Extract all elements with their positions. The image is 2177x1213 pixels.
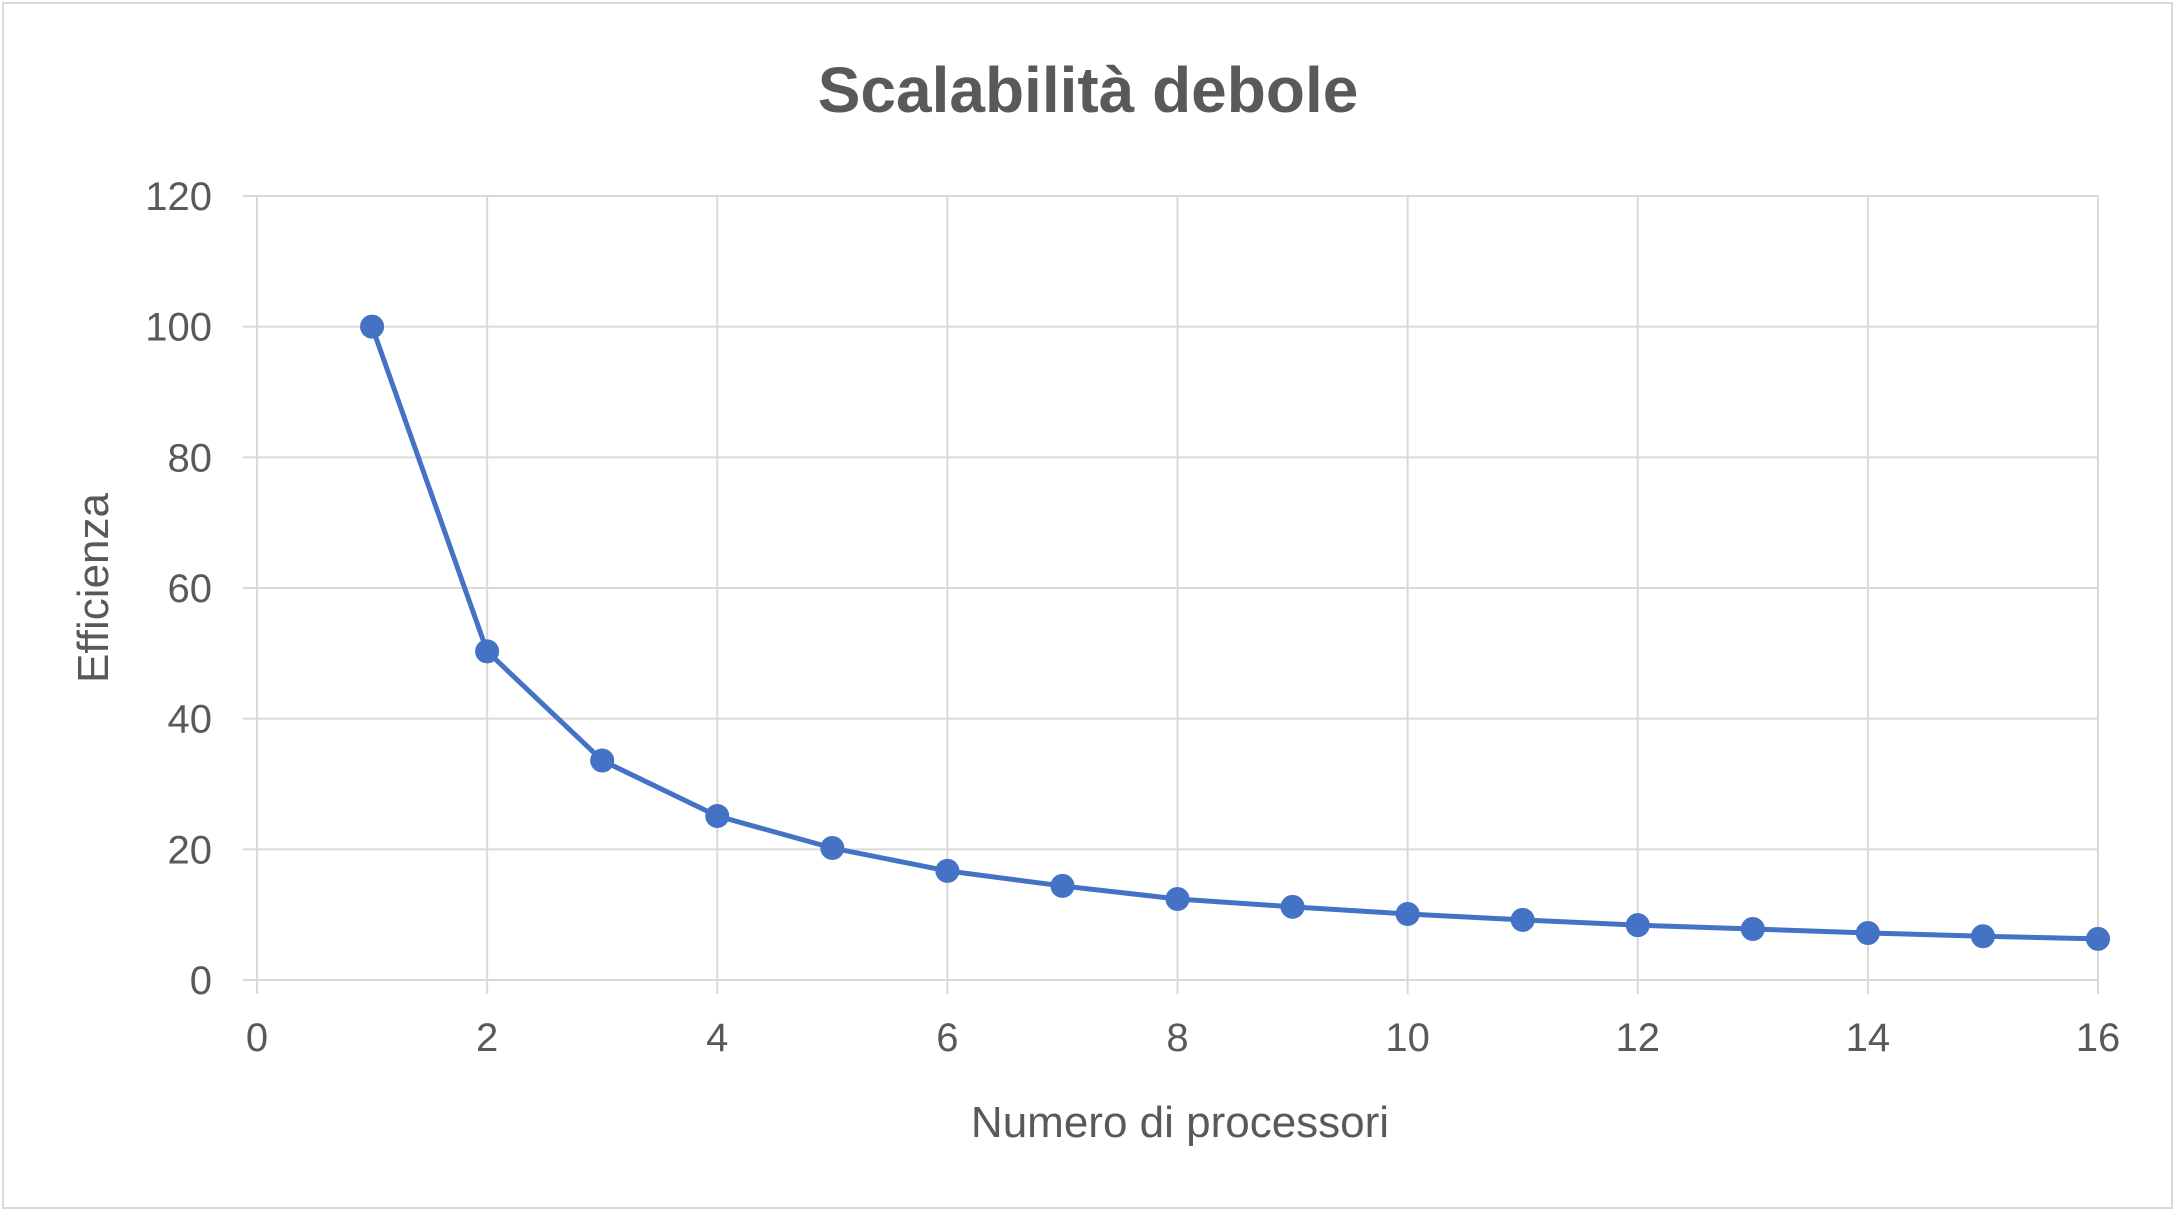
series-line bbox=[369, 324, 2101, 942]
data-point bbox=[1280, 894, 1305, 919]
y-tick-label: 0 bbox=[190, 959, 212, 1003]
y-axis-title: Efficienza bbox=[69, 492, 118, 682]
y-tick-label: 20 bbox=[168, 828, 213, 872]
data-point bbox=[1395, 902, 1420, 927]
data-point bbox=[1510, 907, 1535, 932]
data-point bbox=[1855, 920, 1880, 945]
data-point bbox=[1050, 873, 1075, 898]
data-point bbox=[820, 836, 845, 861]
data-point bbox=[705, 804, 730, 829]
y-tick-label: 100 bbox=[145, 306, 212, 350]
grid bbox=[257, 195, 2099, 980]
y-tick-label: 40 bbox=[168, 698, 213, 742]
x-tick-label: 2 bbox=[476, 1016, 498, 1060]
x-tick-label: 4 bbox=[706, 1016, 728, 1060]
data-point bbox=[1165, 886, 1190, 911]
data-point bbox=[2086, 926, 2110, 951]
y-tick-label: 80 bbox=[168, 436, 213, 480]
tick-labels: 0 20 40 60 80 100 120 0 2 4 6 8 10 12 14 16 bbox=[145, 175, 2120, 1060]
data-point bbox=[1740, 917, 1765, 942]
chart-title: Scalabilità debole bbox=[818, 54, 1359, 126]
y-tick-label: 120 bbox=[145, 175, 212, 219]
x-tick-label: 0 bbox=[246, 1016, 268, 1060]
data-point bbox=[1625, 913, 1650, 938]
y-tick-label: 60 bbox=[168, 567, 213, 611]
x-axis-title: Numero di processori bbox=[971, 1098, 1389, 1147]
x-tick-label: 16 bbox=[2076, 1016, 2121, 1060]
x-tick-label: 8 bbox=[1166, 1016, 1188, 1060]
series bbox=[360, 314, 2110, 951]
x-tick-label: 10 bbox=[1385, 1016, 1430, 1060]
x-tick-label: 12 bbox=[1616, 1016, 1661, 1060]
x-tick-label: 14 bbox=[1846, 1016, 1891, 1060]
data-point bbox=[590, 748, 615, 773]
data-point bbox=[935, 858, 960, 883]
data-point bbox=[360, 314, 385, 339]
x-tick-label: 6 bbox=[936, 1016, 958, 1060]
axes bbox=[243, 195, 2099, 994]
data-point bbox=[1970, 924, 1995, 949]
data-point bbox=[475, 639, 500, 664]
